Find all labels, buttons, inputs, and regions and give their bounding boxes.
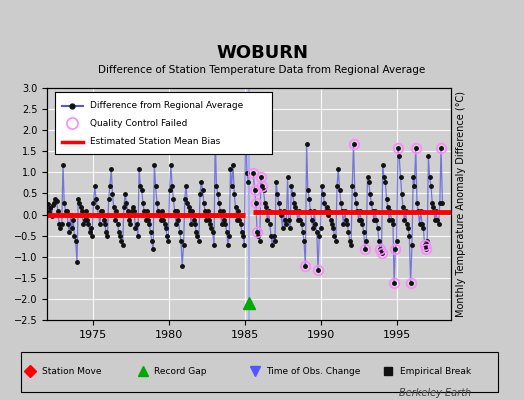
FancyBboxPatch shape bbox=[21, 352, 498, 392]
Y-axis label: Monthly Temperature Anomaly Difference (°C): Monthly Temperature Anomaly Difference (… bbox=[456, 91, 466, 317]
Text: Estimated Station Mean Bias: Estimated Station Mean Bias bbox=[90, 137, 220, 146]
Text: Difference from Regional Average: Difference from Regional Average bbox=[90, 101, 243, 110]
Text: Empirical Break: Empirical Break bbox=[400, 367, 471, 376]
Text: Quality Control Failed: Quality Control Failed bbox=[90, 118, 187, 128]
Text: Station Move: Station Move bbox=[42, 367, 102, 376]
Text: WOBURN: WOBURN bbox=[216, 44, 308, 62]
Text: Record Gap: Record Gap bbox=[155, 367, 207, 376]
Text: Difference of Station Temperature Data from Regional Average: Difference of Station Temperature Data f… bbox=[99, 65, 425, 75]
Text: Time of Obs. Change: Time of Obs. Change bbox=[267, 367, 361, 376]
Text: Berkeley Earth: Berkeley Earth bbox=[399, 388, 472, 398]
